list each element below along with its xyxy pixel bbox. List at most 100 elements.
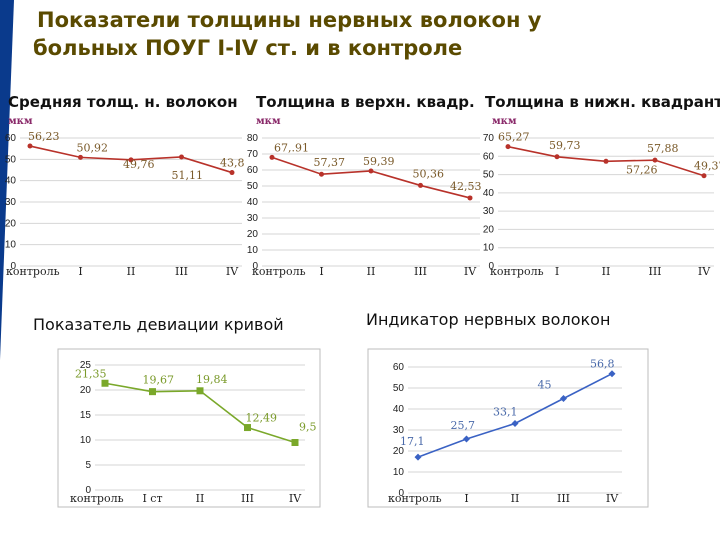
y-tick-label: 30 xyxy=(393,425,405,436)
chart-frame xyxy=(367,348,649,508)
data-point xyxy=(291,439,299,446)
y-tick-label: 60 xyxy=(483,151,495,162)
data-label: 12,49 xyxy=(246,412,278,425)
y-tick-label: 50 xyxy=(5,154,17,165)
data-point xyxy=(269,154,275,160)
category-label: контроль xyxy=(6,265,60,278)
y-tick-label: 30 xyxy=(483,206,495,217)
y-tick-label: 20 xyxy=(483,224,495,235)
y-tick-label: 40 xyxy=(393,404,405,415)
data-label: 49,37 xyxy=(694,160,720,173)
data-label: 45 xyxy=(538,379,552,392)
chart-frame xyxy=(57,348,321,508)
data-point xyxy=(560,395,567,402)
category-label: I xyxy=(319,265,323,278)
chart-upper-quadrant: 0 10 20 30 40 50 60 70 80 67,.91 контроль 57,37 I 59,… xyxy=(247,133,482,278)
y-tick-label: 20 xyxy=(80,385,92,396)
y-tick-label: 0 xyxy=(252,261,258,272)
data-point xyxy=(603,158,609,164)
y-tick-label: 20 xyxy=(393,446,405,457)
y-tick-label: 0 xyxy=(10,261,16,272)
chart-2-title: Толщина в верхн. квадр. xyxy=(256,93,475,111)
y-tick-label: 0 xyxy=(85,485,91,496)
data-point xyxy=(505,144,511,150)
chart-3-title: Толщина в нижн. квадранте xyxy=(485,93,720,111)
slide-title-line1: Показатели толщины нервных волокон у xyxy=(37,8,542,32)
category-label: III xyxy=(241,492,254,505)
chart-4-title: Показатель девиации кривой xyxy=(33,315,284,334)
data-point xyxy=(101,379,109,387)
data-point xyxy=(467,195,473,201)
y-tick-label: 70 xyxy=(483,133,495,144)
category-label: I xyxy=(78,265,82,278)
y-tick-label: 50 xyxy=(247,181,259,192)
data-point xyxy=(554,154,560,160)
data-label: 43,8 xyxy=(220,157,245,170)
data-point xyxy=(463,435,470,443)
data-point xyxy=(149,388,156,396)
y-tick-label: 20 xyxy=(247,229,259,240)
category-label: IV xyxy=(698,265,711,278)
y-tick-label: 50 xyxy=(393,383,405,394)
data-point xyxy=(511,419,519,427)
category-label: I ст xyxy=(142,492,162,505)
data-label: 50,92 xyxy=(77,141,109,154)
category-label: III xyxy=(175,265,188,278)
chart-avg-thickness: 0 10 20 30 40 50 60 56,23 контроль 50,92 I 49,76 II 5… xyxy=(5,130,245,278)
data-point xyxy=(418,182,423,188)
data-label: 65,27 xyxy=(498,131,530,144)
y-tick-label: 40 xyxy=(247,197,259,208)
category-label: IV xyxy=(226,265,239,278)
y-tick-label: 10 xyxy=(483,243,495,254)
category-label: II xyxy=(127,265,136,278)
y-tick-label: 0 xyxy=(398,488,404,499)
data-point xyxy=(78,154,83,160)
data-label: 21,35 xyxy=(75,367,107,380)
data-label: 57,26 xyxy=(626,163,658,176)
chart-5-title: Индикатор нервных волокон xyxy=(366,310,611,329)
data-label: 9,5 xyxy=(299,421,317,434)
category-label: контроль xyxy=(490,265,544,278)
slide-title: Показатели толщины нервных волокон у бол… xyxy=(33,6,541,62)
data-label: 42,53 xyxy=(450,180,482,193)
left-decoration xyxy=(0,0,24,540)
data-label: 33,1 xyxy=(493,405,518,418)
data-point xyxy=(652,157,658,163)
chart-2-unit: мкм xyxy=(256,116,281,127)
category-label: III xyxy=(557,492,570,505)
y-tick-label: 50 xyxy=(483,170,495,181)
data-point xyxy=(368,168,374,174)
slide-title-line2: больных ПОУГ I-IV ст. и в контроле xyxy=(33,36,463,60)
data-label: 25,7 xyxy=(451,419,476,432)
category-label: II xyxy=(511,492,520,505)
data-label: 56,8 xyxy=(590,358,615,371)
y-tick-label: 30 xyxy=(247,213,259,224)
y-tick-label: 70 xyxy=(247,149,259,160)
y-tick-label: 80 xyxy=(247,133,259,144)
y-tick-label: 10 xyxy=(393,467,405,478)
category-label: IV xyxy=(464,265,477,278)
data-point xyxy=(128,157,134,163)
y-tick-label: 15 xyxy=(80,410,92,421)
data-label: 17,1 xyxy=(400,435,425,448)
data-point xyxy=(701,173,707,179)
data-point xyxy=(179,154,184,160)
data-label: 51,11 xyxy=(172,169,204,182)
y-tick-label: 20 xyxy=(5,218,17,229)
y-tick-label: 40 xyxy=(5,176,17,187)
category-label: контроль xyxy=(70,492,124,505)
chart-1-unit: мкм xyxy=(8,116,33,127)
category-label: I xyxy=(555,265,559,278)
data-point xyxy=(414,453,422,461)
y-tick-label: 25 xyxy=(80,360,92,371)
data-label: 19,84 xyxy=(196,373,228,386)
y-tick-label: 0 xyxy=(488,261,494,272)
data-point xyxy=(244,424,251,432)
data-label: 57,37 xyxy=(314,156,346,169)
data-label: 19,67 xyxy=(143,374,175,387)
data-label: 56,23 xyxy=(28,130,60,143)
y-tick-label: 5 xyxy=(85,460,91,471)
data-label: 57,88 xyxy=(647,142,679,155)
y-tick-label: 30 xyxy=(5,197,17,208)
